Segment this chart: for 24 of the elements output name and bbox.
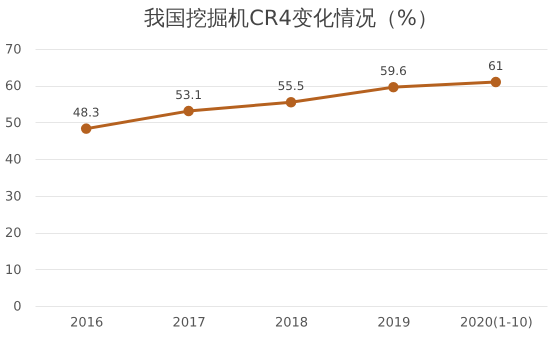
y-tick-label: 20 bbox=[4, 226, 22, 242]
point bbox=[80, 123, 92, 134]
data-label: 55.5 bbox=[278, 79, 304, 94]
y-tick-label: 60 bbox=[4, 79, 22, 94]
x-tick-label: 2019 bbox=[377, 316, 410, 330]
y-tick-label: 40 bbox=[4, 152, 22, 168]
x-tick-label: 2016 bbox=[70, 316, 104, 330]
point bbox=[388, 82, 399, 92]
data-label: 48.3 bbox=[72, 106, 100, 120]
point bbox=[490, 76, 502, 88]
x-tick-label: 2017 bbox=[172, 316, 206, 330]
data-label: 59.6 bbox=[380, 64, 407, 78]
point bbox=[183, 106, 194, 116]
x-tick-label: 2018 bbox=[274, 316, 308, 330]
x-tick-label: 2020(1-10) bbox=[460, 316, 533, 330]
data-label: 61 bbox=[488, 59, 504, 74]
chart-title: 我国挖掘机CR4变化情况（%） bbox=[144, 6, 438, 30]
y-tick-label: 70 bbox=[4, 42, 22, 58]
y-tick-label: 50 bbox=[4, 116, 22, 131]
point bbox=[286, 97, 296, 108]
y-tick-label: 0 bbox=[13, 300, 22, 314]
y-tick-label: 10 bbox=[4, 262, 22, 278]
data-label: 53.1 bbox=[175, 88, 202, 102]
y-tick-label: 30 bbox=[4, 189, 22, 204]
